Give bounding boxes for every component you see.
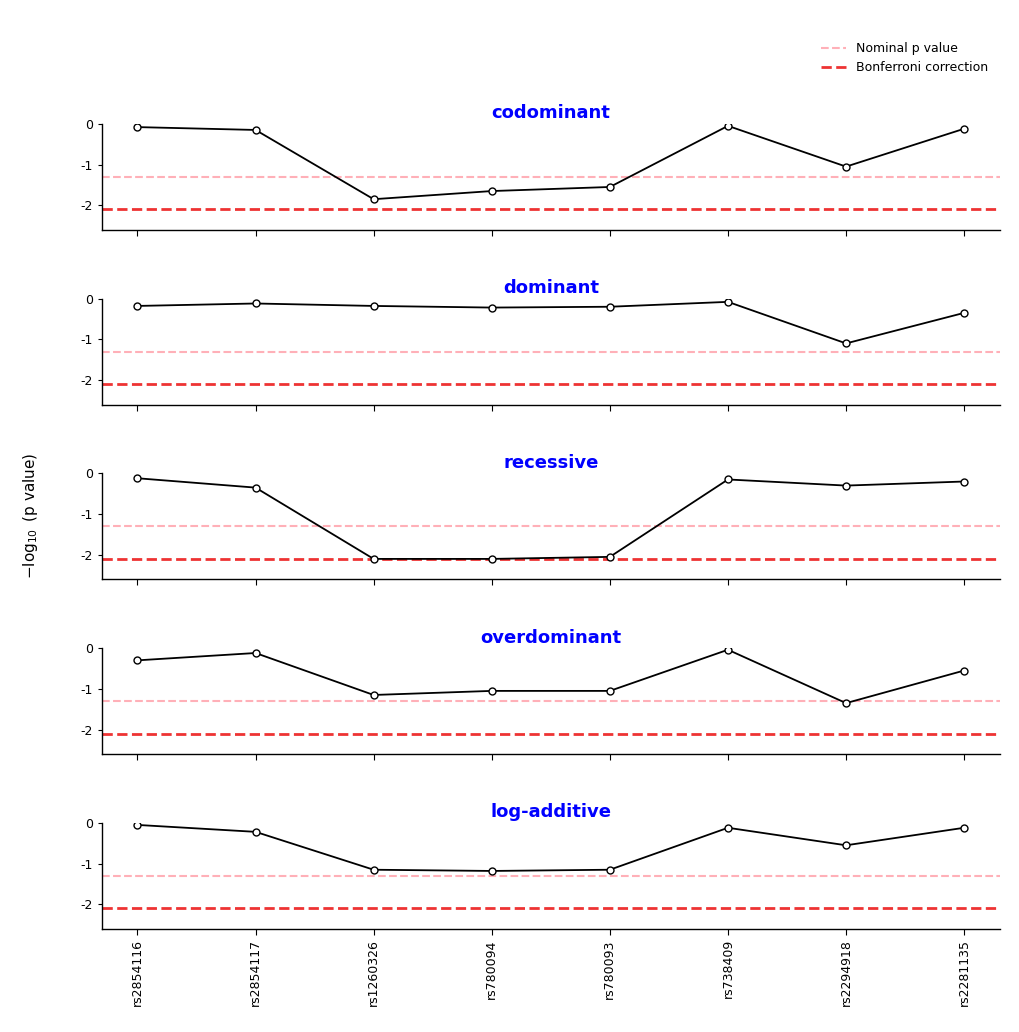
Text: $-\log_{10}$ (p value): $-\log_{10}$ (p value) <box>21 453 40 579</box>
Title: recessive: recessive <box>502 454 598 472</box>
Title: overdominant: overdominant <box>480 628 621 647</box>
Title: codominant: codominant <box>491 104 609 122</box>
Title: dominant: dominant <box>502 279 598 297</box>
Title: log-additive: log-additive <box>490 803 610 821</box>
Legend: Nominal p value, Bonferroni correction: Nominal p value, Bonferroni correction <box>815 37 993 79</box>
